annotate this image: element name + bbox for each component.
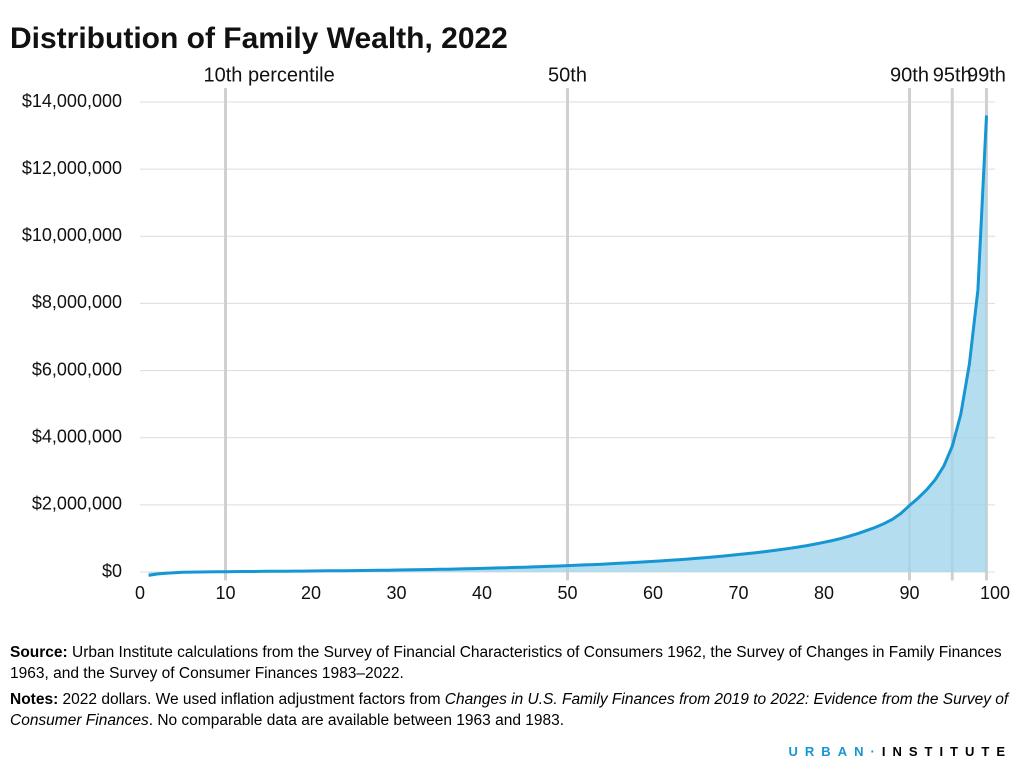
logo-right: INSTITUTE: [881, 744, 1012, 759]
chart-title: Distribution of Family Wealth, 2022: [10, 22, 508, 55]
x-tick-label: 60: [643, 583, 663, 603]
y-tick-label: $2,000,000: [32, 494, 122, 514]
x-tick-label: 70: [728, 583, 748, 603]
source-text: Urban Institute calculations from the Su…: [10, 644, 1002, 682]
y-tick-label: $12,000,000: [22, 158, 122, 178]
line: [148, 115, 988, 577]
x-tick-label: 80: [814, 583, 834, 603]
x-tick-label: 10: [215, 583, 235, 603]
logo-left: URBAN: [788, 744, 871, 759]
logo: URBAN·INSTITUTE: [789, 744, 1012, 759]
logo-dot: ·: [870, 744, 882, 759]
notes-text: . No comparable data are available betwe…: [148, 712, 565, 729]
x-tick-label: 30: [386, 583, 406, 603]
y-tick-label: $14,000,000: [22, 91, 122, 111]
y-tick-label: $4,000,000: [32, 426, 122, 446]
x-tick-label: 40: [472, 583, 492, 603]
notes-block: Notes: 2022 dollars. We used inflation a…: [10, 689, 1015, 731]
notes-italic: Changes in U.S. Family Finances from 201…: [10, 691, 1009, 729]
reference-label: 50th: [548, 64, 587, 86]
source-label: Source:: [10, 644, 68, 661]
reference-label: 90th: [890, 64, 929, 86]
y-tick-label: $8,000,000: [32, 292, 122, 312]
reference-label: 10th percentile: [204, 64, 335, 86]
y-tick-label: $10,000,000: [22, 225, 122, 245]
x-tick-label: 20: [301, 583, 321, 603]
x-tick-label: 90: [899, 583, 919, 603]
chart: Distribution of Family Wealth, 2022 $0 $2…: [10, 22, 1010, 603]
area: [148, 115, 987, 576]
notes: Source: Urban Institute calculations fro…: [10, 642, 1015, 736]
x-tick-label: 100: [980, 583, 1010, 603]
reference-label: 95th: [933, 64, 972, 86]
notes-label: Notes:: [10, 691, 59, 708]
notes-text: 2022 dollars. We used inflation adjustme…: [62, 691, 445, 708]
y-tick-label: $6,000,000: [32, 359, 122, 379]
x-tick-label: 0: [135, 583, 145, 603]
x-tick-label: 50: [557, 583, 577, 603]
reference-label: 99th: [967, 64, 1006, 86]
source: Source: Urban Institute calculations fro…: [10, 642, 1015, 684]
y-tick-label: $0: [102, 561, 122, 581]
